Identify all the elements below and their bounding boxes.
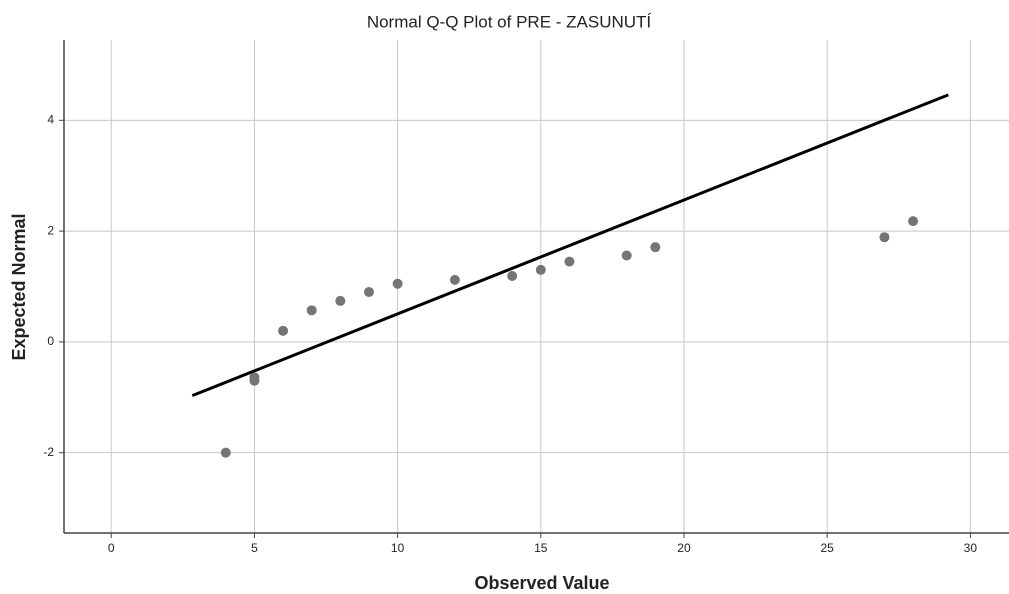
point [535,264,546,275]
y-tick-label: -2 [43,445,54,459]
point [363,287,374,298]
point [564,256,575,267]
chart-title: Normal Q-Q Plot of PRE - ZASUNUTÍ [367,12,652,31]
point [278,325,289,336]
x-tick-label: 10 [391,541,405,555]
y-tick-label: 0 [47,334,54,348]
point [507,270,518,281]
x-tick-label: 15 [534,541,548,555]
x-tick-label: 25 [820,541,834,555]
y-tick-label: 4 [47,112,54,126]
x-tick-label: 20 [677,541,691,555]
x-tick-label: 5 [251,541,258,555]
point [249,375,260,386]
x-axis-title: Observed Value [474,573,609,593]
point [621,250,632,261]
point [908,216,919,227]
point [220,447,231,458]
x-tick-label: 30 [964,541,978,555]
y-axis-title: Expected Normal [9,213,29,360]
y-tick-label: 2 [47,223,54,237]
reference-line [191,93,949,398]
point [335,295,346,306]
point [392,278,403,289]
point [650,242,661,253]
point [879,232,890,243]
point [306,305,317,316]
point [449,274,460,285]
x-tick-label: 0 [108,541,115,555]
